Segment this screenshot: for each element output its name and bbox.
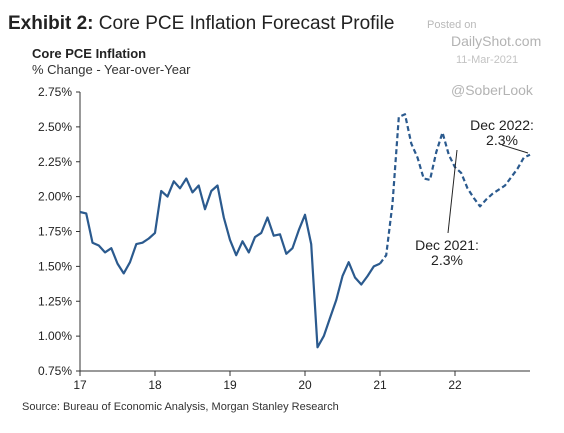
watermark-handle: @SoberLook: [451, 82, 533, 98]
units-label: % Change - Year-over-Year: [32, 62, 191, 77]
x-tick-label: 18: [148, 378, 162, 392]
annotation-label: 2.3%: [486, 132, 518, 148]
watermark-site: DailyShot.com: [451, 33, 542, 49]
annotation-label: Dec 2022:: [470, 117, 534, 133]
exhibit-title-text: Core PCE Inflation Forecast Profile: [98, 13, 395, 34]
x-tick-label: 19: [223, 378, 237, 392]
x-tick-label: 17: [73, 378, 87, 392]
y-tick-label: 2.75%: [38, 85, 72, 99]
y-tick-label: 0.75%: [38, 364, 72, 378]
x-tick-label: 21: [373, 378, 387, 392]
annotation-leader: [447, 149, 458, 234]
x-tick-label: 22: [448, 378, 462, 392]
exhibit-label: Exhibit 2:: [8, 13, 94, 34]
y-tick-label: 1.00%: [38, 329, 72, 343]
y-tick-label: 1.25%: [38, 294, 72, 308]
annotation-label: Dec 2021:: [415, 237, 479, 253]
y-tick-label: 1.75%: [38, 225, 72, 239]
y-tick-label: 2.50%: [38, 120, 72, 134]
x-tick-label: 20: [298, 378, 312, 392]
y-tick-label: 2.25%: [38, 155, 72, 169]
y-tick-label: 2.00%: [38, 190, 72, 204]
y-tick-label: 1.50%: [38, 259, 72, 273]
watermark-date: 11-Mar-2021: [456, 54, 519, 66]
watermark-posted: Posted on: [427, 19, 477, 31]
annotation-label: 2.3%: [431, 252, 463, 268]
actual-line: [79, 177, 381, 349]
annotation-leader: [501, 144, 529, 154]
exhibit-title: Exhibit 2: Core PCE Inflation Forecast P…: [8, 13, 394, 35]
series-title: Core PCE Inflation: [32, 46, 147, 61]
source-note: Source: Bureau of Economic Analysis, Mor…: [22, 401, 339, 413]
